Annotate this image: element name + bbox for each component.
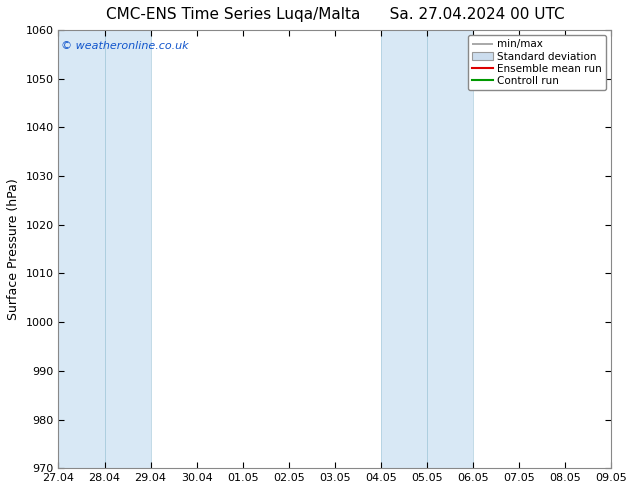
Title: CMC-ENS Time Series Luqa/Malta      Sa. 27.04.2024 00 UTC: CMC-ENS Time Series Luqa/Malta Sa. 27.04… — [105, 7, 564, 22]
Bar — [381, 30, 427, 468]
Legend: min/max, Standard deviation, Ensemble mean run, Controll run: min/max, Standard deviation, Ensemble me… — [468, 35, 606, 90]
Bar — [427, 30, 473, 468]
Bar — [105, 30, 151, 468]
Y-axis label: Surface Pressure (hPa): Surface Pressure (hPa) — [7, 178, 20, 320]
Bar — [58, 30, 105, 468]
Text: © weatheronline.co.uk: © weatheronline.co.uk — [61, 41, 189, 51]
